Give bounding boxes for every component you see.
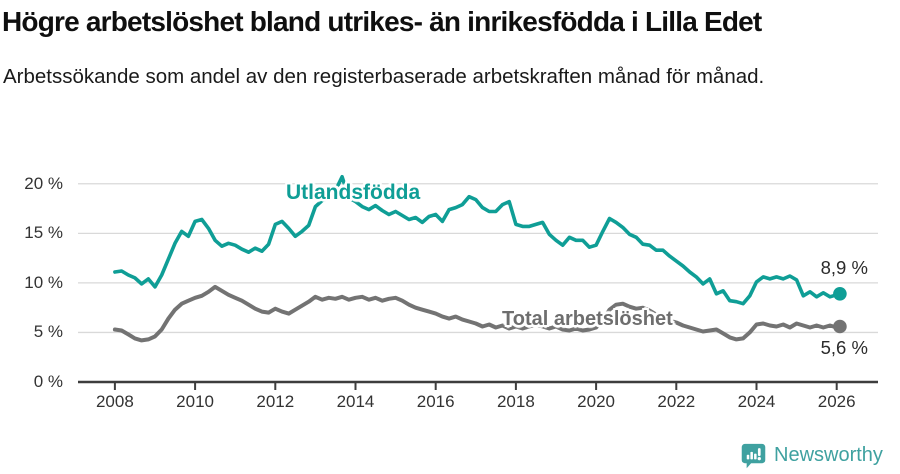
- x-tick-label: 2020: [577, 392, 615, 411]
- x-tick-label: 2008: [95, 392, 134, 411]
- x-tick-label: 2018: [496, 392, 535, 411]
- y-tick-label: 0 %: [33, 372, 63, 391]
- line-series-0: [113, 174, 842, 306]
- line-series-1: [112, 284, 842, 343]
- y-tick-label: 20 %: [24, 173, 63, 193]
- x-tick-label: 2014: [336, 392, 375, 411]
- end-dot-series-0: [833, 286, 847, 301]
- x-tick-label: 2024: [737, 392, 776, 411]
- y-tick-label: 15 %: [24, 223, 63, 243]
- end-value-total: 5,6 %: [820, 336, 868, 358]
- x-tick-label: 2026: [817, 392, 856, 411]
- chart-title: Högre arbetslöshet bland utrikes- än inr…: [2, 6, 762, 37]
- plot-area: [78, 174, 878, 390]
- brand-name: Newsworthy: [774, 443, 883, 466]
- newsworthy-logo-icon: [741, 443, 766, 468]
- series-label-total-arbetsloshet: Total arbetslöshet: [502, 308, 673, 330]
- x-tick-label: 2016: [416, 392, 455, 411]
- x-tick-label: 2012: [256, 392, 295, 411]
- y-tick-label: 10 %: [24, 272, 63, 292]
- brand-footer: Newsworthy: [740, 441, 883, 469]
- end-dot-series-1: [833, 319, 847, 334]
- x-tick-label: 2010: [176, 392, 214, 411]
- chart-subtitle: Arbetssökande som andel av den registerb…: [3, 65, 765, 88]
- series-label-utlandsfodda: Utlandsfödda: [286, 181, 421, 204]
- x-tick-label: 2022: [657, 392, 696, 411]
- end-value-utlandsfodda: 8,9 %: [820, 256, 868, 278]
- y-tick-label: 5 %: [33, 322, 63, 342]
